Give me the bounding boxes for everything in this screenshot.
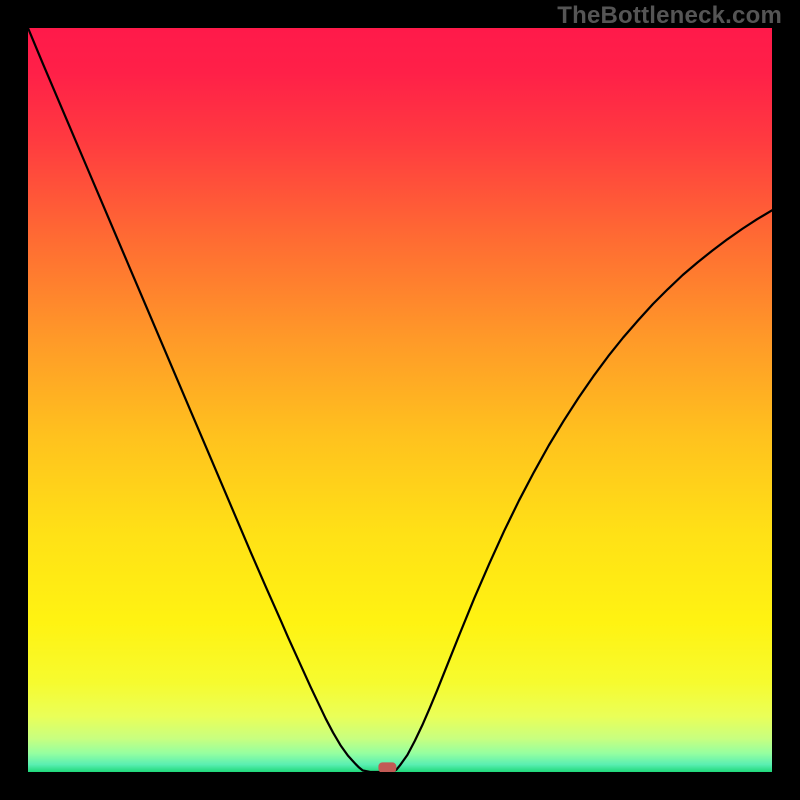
outer-frame: TheBottleneck.com	[0, 0, 800, 800]
minimum-marker	[378, 762, 396, 772]
watermark-text: TheBottleneck.com	[557, 2, 782, 30]
gradient-background	[28, 28, 772, 772]
bottleneck-chart	[28, 28, 772, 772]
